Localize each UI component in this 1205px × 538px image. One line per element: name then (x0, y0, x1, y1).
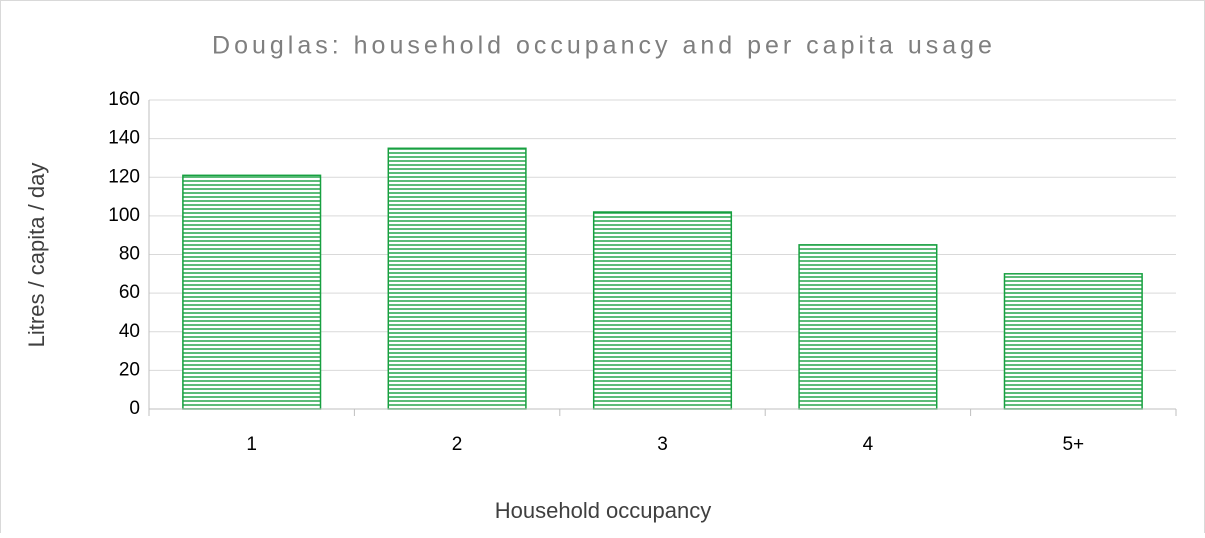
chart-title: Douglas: household occupancy and per cap… (212, 32, 996, 60)
y-tick-label: 60 (119, 282, 140, 303)
bar (182, 174, 322, 410)
y-tick-label: 20 (119, 359, 140, 380)
y-tick-label: 120 (108, 166, 140, 187)
y-tick-label: 140 (108, 128, 140, 149)
x-tick-label: 4 (863, 434, 874, 455)
y-tick-label: 80 (119, 244, 140, 265)
bar (798, 244, 938, 410)
y-axis-title: Litres / capita / day (24, 163, 49, 348)
y-tick-label: 0 (129, 398, 140, 419)
x-axis-title: Household occupancy (495, 498, 711, 523)
x-tick-label: 5+ (1062, 434, 1084, 455)
x-tick-label: 2 (452, 434, 463, 455)
x-tick-label: 1 (246, 434, 257, 455)
y-tick-label: 100 (108, 205, 140, 226)
bar (387, 147, 527, 410)
bar (1003, 273, 1143, 410)
bar (592, 211, 733, 410)
y-tick-label: 160 (108, 89, 140, 110)
x-tick-label: 3 (657, 434, 668, 455)
y-tick-label: 40 (119, 321, 140, 342)
